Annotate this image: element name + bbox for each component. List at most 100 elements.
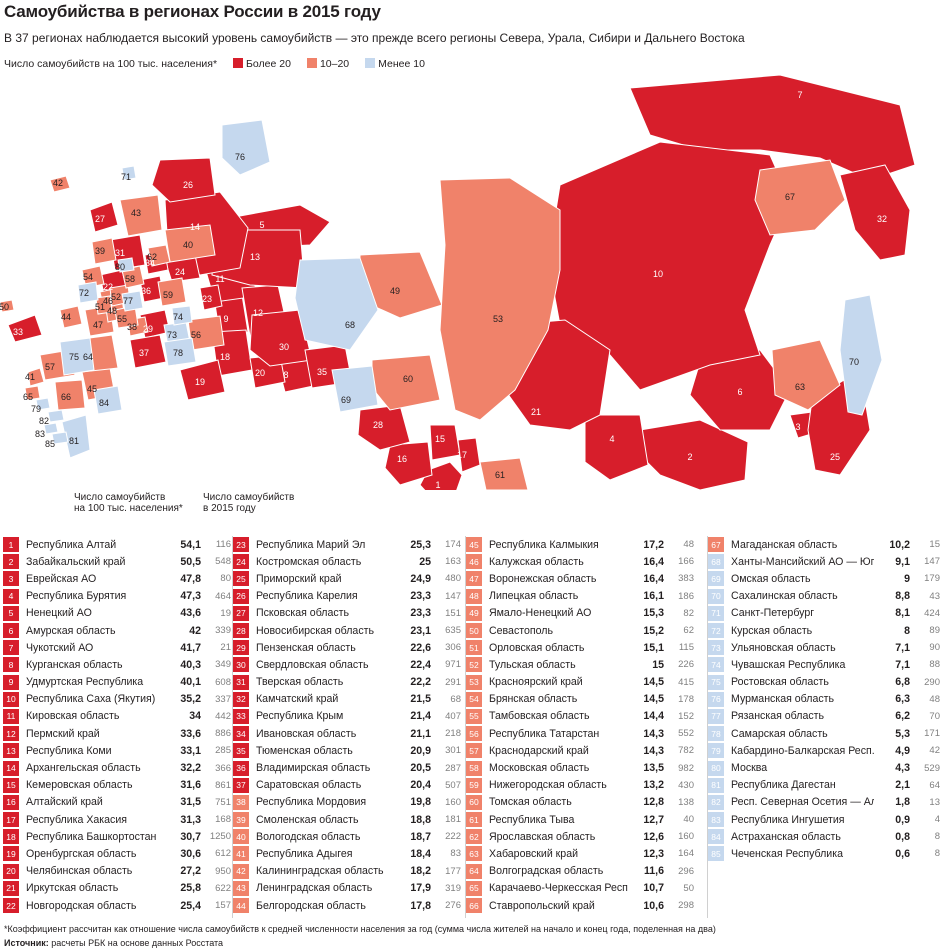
region-number-badge: 72 <box>708 623 724 639</box>
region-number-badge: 82 <box>708 794 724 810</box>
region-name: Респ. Северная Осетия — Алания <box>731 796 874 809</box>
region-rate: 40,1 <box>180 676 201 689</box>
region-shape-70 <box>839 294 883 416</box>
region-rate: 2,1 <box>895 779 910 792</box>
region-name: Москва <box>731 762 768 775</box>
region-count: 171 <box>924 728 940 740</box>
map-region-label: 19 <box>195 377 205 387</box>
table-row: 76 Мурманская область 6,3 48 <box>708 691 940 708</box>
region-shape-82 <box>47 409 65 423</box>
table-row: 63 Хабаровский край 12,3 164 <box>466 845 694 862</box>
region-name: Нижегородская область <box>489 779 607 792</box>
region-count: 177 <box>445 865 461 877</box>
column-header-line: на 100 тыс. населения* <box>74 503 183 514</box>
table-row: 19 Оренбургская область 30,6 612 <box>3 845 231 862</box>
region-count: 226 <box>678 659 694 671</box>
table-row: 79 Кабардино-Балкарская Респ. 4,9 42 <box>708 742 940 759</box>
map-region-label: 65 <box>23 392 33 402</box>
region-rate: 14,5 <box>643 676 664 689</box>
region-rate: 8,8 <box>895 590 910 603</box>
column-header-line: Число самоубийств <box>74 492 166 503</box>
table-row: 71 Санкт-Петербург 8,1 424 <box>708 605 940 622</box>
region-name: Республика Марий Эл <box>256 538 366 551</box>
region-name: Республика Ингушетия <box>731 813 845 826</box>
region-name: Чукотский АО <box>26 641 94 654</box>
map-region-label: 79 <box>31 404 41 414</box>
region-count: 612 <box>215 848 231 860</box>
map-region-label: 45 <box>87 384 97 394</box>
region-rate: 31,5 <box>180 796 201 809</box>
region-number-badge: 15 <box>3 777 19 793</box>
region-number-badge: 18 <box>3 829 19 845</box>
table-row: 31 Тверская область 22,2 291 <box>233 674 461 691</box>
region-number-badge: 59 <box>466 777 482 793</box>
region-count: 83 <box>450 848 461 860</box>
region-rate: 31,6 <box>180 779 201 792</box>
region-number-badge: 14 <box>3 760 19 776</box>
region-shape-7 <box>629 74 916 181</box>
region-number-badge: 7 <box>3 640 19 656</box>
region-rate: 30,7 <box>180 830 201 843</box>
region-rate: 14,4 <box>643 710 664 723</box>
region-rate: 15 <box>652 658 664 671</box>
region-name: Мурманская область <box>731 693 834 706</box>
map-region-label: 38 <box>127 322 137 332</box>
map-region-label: 26 <box>183 180 193 190</box>
table-row: 7 Чукотский АО 41,7 21 <box>3 639 231 656</box>
region-name: Брянская область <box>489 693 578 706</box>
map-region-label: 35 <box>317 367 327 377</box>
region-name: Омская область <box>731 572 811 585</box>
region-shape-83 <box>43 422 59 435</box>
source-text: расчеты РБК на основе данных Росстата <box>48 938 224 948</box>
region-shape-54 <box>81 265 105 289</box>
map-region-label: 3 <box>795 422 800 432</box>
region-shape-32 <box>839 164 911 261</box>
region-rate: 14,3 <box>643 727 664 740</box>
region-name: Белгородская область <box>256 899 366 912</box>
region-count: 366 <box>215 762 231 774</box>
region-rate: 13,5 <box>643 762 664 775</box>
page-title: Самоубийства в регионах России в 2015 го… <box>4 2 381 21</box>
region-rate: 4,3 <box>895 762 910 775</box>
map-region-label: 20 <box>255 368 265 378</box>
table-row: 44 Белгородская область 17,8 276 <box>233 897 461 914</box>
column-header-line: Число самоубийств <box>203 492 295 503</box>
region-number-badge: 73 <box>708 640 724 656</box>
region-count: 430 <box>678 779 694 791</box>
map-region-label: 10 <box>653 269 663 279</box>
table-row: 30 Свердловская область 22,4 971 <box>233 656 461 673</box>
region-name: Самарская область <box>731 727 828 740</box>
region-count: 480 <box>445 573 461 585</box>
region-shape-68 <box>294 257 379 351</box>
region-shape-42 <box>49 175 71 193</box>
region-number-badge: 17 <box>3 812 19 828</box>
region-number-badge: 56 <box>466 726 482 742</box>
table-row: 4 Республика Бурятия 47,3 464 <box>3 588 231 605</box>
region-shape-28 <box>357 404 411 451</box>
region-name: Чеченская Республика <box>731 847 843 860</box>
region-name: Иркутская область <box>26 882 119 895</box>
map-region-label: 9 <box>223 314 228 324</box>
region-rate: 33,6 <box>180 727 201 740</box>
region-shape-53 <box>439 177 561 421</box>
region-name: Костромская область <box>256 555 362 568</box>
region-count: 276 <box>445 900 461 912</box>
table-row: 42 Калининградская область 18,2 177 <box>233 863 461 880</box>
map-region-label: 81 <box>69 436 79 446</box>
region-shape-50 <box>0 299 15 313</box>
legend-item-low-label: Менее 10 <box>378 58 425 70</box>
region-number-badge: 70 <box>708 588 724 604</box>
table-column: 67 Магаданская область 10,2 15 68 Ханты-Манси… <box>708 536 940 863</box>
regions-table: 1 Республика Алтай 54,1 116 2 Забайкальский к… <box>3 536 940 916</box>
region-name: Тверская область <box>256 676 344 689</box>
table-row: 14 Архангельская область 32,2 366 <box>3 759 231 776</box>
region-shape-69 <box>331 365 379 413</box>
map-region-label: 40 <box>183 240 193 250</box>
region-name: Республика Алтай <box>26 538 117 551</box>
region-number-badge: 45 <box>466 537 482 553</box>
region-number-badge: 47 <box>466 571 482 587</box>
region-rate: 7,1 <box>895 658 910 671</box>
region-number-badge: 13 <box>3 743 19 759</box>
source-label: Источник: <box>4 938 49 948</box>
map-region-label: 5 <box>259 220 264 230</box>
